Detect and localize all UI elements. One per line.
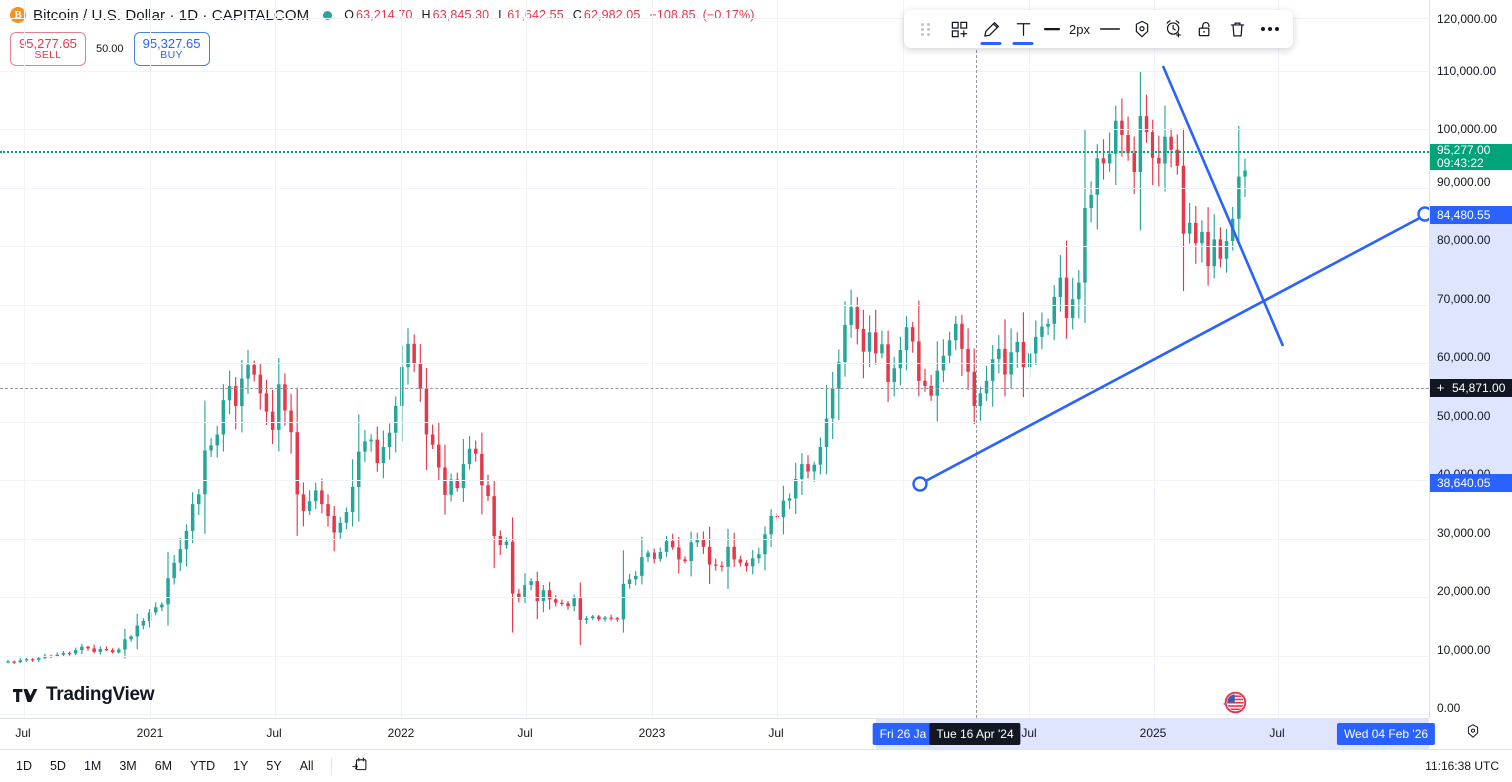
drawing-toolbar: 2px xyxy=(904,10,1293,48)
chart-settings-icon[interactable] xyxy=(1464,722,1482,745)
calendar-goto-icon[interactable] xyxy=(343,753,376,779)
tradingview-wordmark: TradingView xyxy=(46,684,155,705)
timeframe-1y[interactable]: 1Y xyxy=(233,759,249,773)
chart-pane[interactable]: TradingView xyxy=(0,0,1429,718)
descending-trendline[interactable] xyxy=(1161,65,1285,347)
price-tick: 50,000.00 xyxy=(1437,409,1491,423)
ascending-trendline[interactable] xyxy=(919,211,1429,486)
timeframe-6m[interactable]: 6M xyxy=(154,759,173,773)
ohlc-open-label: O xyxy=(344,8,355,22)
market-status-dot[interactable] xyxy=(323,10,333,20)
ohlc-close-label: C xyxy=(572,8,582,22)
time-tick: Jul xyxy=(768,726,784,740)
timeframe-ytd[interactable]: YTD xyxy=(190,759,216,773)
more-options-icon[interactable] xyxy=(1255,14,1285,44)
templates-icon[interactable] xyxy=(944,14,974,44)
time-tick: 2021 xyxy=(136,726,164,740)
sell-price: 95,277.65 xyxy=(19,35,77,51)
delete-icon[interactable] xyxy=(1223,14,1253,44)
sell-button[interactable]: 95,277.65 SELL xyxy=(10,32,86,66)
alert-add-icon[interactable] xyxy=(1159,14,1189,44)
end-date-badge[interactable]: Wed 04 Feb '26 xyxy=(1336,723,1436,745)
last-price-badge[interactable]: 95,277.00 09:43:22 xyxy=(1430,144,1512,170)
price-tick: 60,000.00 xyxy=(1437,350,1491,364)
price-tick: 70,000.00 xyxy=(1437,292,1491,306)
tradingview-watermark: TradingView xyxy=(13,684,155,706)
crosshair-date-badge: Tue 16 Apr '24 xyxy=(929,723,1021,745)
time-tick: Jul xyxy=(266,726,282,740)
price-range-highlight xyxy=(1430,206,1512,484)
price-tick: 110,000.00 xyxy=(1437,64,1497,78)
last-price-line xyxy=(0,151,1429,153)
price-tick: 100,000.00 xyxy=(1437,122,1498,136)
unlock-icon[interactable] xyxy=(1191,14,1221,44)
time-tick: Jul xyxy=(517,726,533,740)
time-tick: 2025 xyxy=(1139,726,1167,740)
price-axis[interactable]: 120,000.00 110,000.00 100,000.00 90,000.… xyxy=(1429,0,1512,718)
sell-label: SELL xyxy=(34,49,62,62)
bar-countdown: 09:43:22 xyxy=(1437,156,1484,170)
spread-value: 50.00 xyxy=(96,43,124,55)
symbol-title[interactable]: Bitcoin / U.S. Dollar · 1D · CAPITALCOM xyxy=(33,6,310,24)
crosshair-price-badge: 54,871.00 xyxy=(1430,379,1512,397)
buy-price: 95,327.65 xyxy=(142,35,201,51)
drag-handle-icon[interactable] xyxy=(912,14,942,44)
crosshair-horizontal-line xyxy=(0,388,1429,389)
timeframe-1m[interactable]: 1M xyxy=(83,759,102,773)
ohlc-high-label: H xyxy=(421,8,431,22)
time-tick: 2023 xyxy=(638,726,666,740)
time-tick: 2022 xyxy=(387,726,415,740)
ohlc-low-label: L xyxy=(498,8,506,22)
bitcoin-icon: B xyxy=(10,7,26,23)
price-tick: 80,000.00 xyxy=(1437,233,1491,247)
price-tick: 30,000.00 xyxy=(1437,526,1491,540)
time-axis[interactable]: Jul 2021 Jul 2022 Jul 2023 Jul Jul 2025 … xyxy=(0,718,1436,749)
trendline-start-handle[interactable] xyxy=(912,476,928,492)
line-width-label: 2px xyxy=(1069,21,1090,37)
us-flag-event-icon[interactable] xyxy=(1222,690,1247,715)
drawing-price-badge-2[interactable]: 38,640.05 xyxy=(1430,474,1512,492)
price-tick: 120,000.00 xyxy=(1437,12,1498,26)
buy-label: BUY xyxy=(160,49,183,62)
drawing-price-badge[interactable]: 84,480.55 xyxy=(1430,206,1512,224)
tradingview-logo xyxy=(13,688,38,702)
pencil-icon[interactable] xyxy=(976,14,1006,44)
toolbar-divider xyxy=(330,757,332,775)
candlestick-series xyxy=(6,71,1247,664)
time-tick: Jul xyxy=(1021,726,1037,740)
price-tick: 10,000.00 xyxy=(1437,643,1491,657)
time-tick: Jul xyxy=(15,726,31,740)
drawing-date-badge[interactable]: Fri 26 Ja xyxy=(872,723,934,745)
text-tool-icon[interactable] xyxy=(1008,14,1038,44)
trade-panel: 95,277.65 SELL 50.00 95,327.65 BUY xyxy=(10,32,210,66)
settings-icon[interactable] xyxy=(1127,14,1157,44)
trendline-end-handle[interactable] xyxy=(1417,206,1430,222)
timeframe-5d[interactable]: 5D xyxy=(49,759,66,773)
line-width-icon[interactable]: 2px xyxy=(1040,14,1093,44)
timeframe-3m[interactable]: 3M xyxy=(119,759,137,773)
add-alert-icon[interactable]: + xyxy=(1432,379,1449,396)
price-tick: 90,000.00 xyxy=(1437,175,1491,189)
price-tick: 0.00 xyxy=(1437,701,1461,715)
bottom-toolbar: 1D 5D 1M 3M 6M YTD 1Y 5Y All 11:16:38 UT… xyxy=(0,749,1512,782)
timeframe-1d[interactable]: 1D xyxy=(16,759,32,773)
drawings-layer[interactable] xyxy=(0,0,1429,718)
price-tick: 20,000.00 xyxy=(1437,584,1491,598)
buy-button[interactable]: 95,327.65 BUY xyxy=(133,32,210,66)
line-style-icon[interactable] xyxy=(1095,14,1125,44)
timeframe-5y[interactable]: 5Y xyxy=(266,759,282,773)
utc-clock: 11:16:38 UTC xyxy=(1425,759,1499,773)
crosshair-vertical-line xyxy=(976,30,977,718)
timeframe-all[interactable]: All xyxy=(299,759,314,773)
last-price-value: 95,277.00 xyxy=(1437,143,1491,157)
time-tick: Jul xyxy=(1269,726,1285,740)
